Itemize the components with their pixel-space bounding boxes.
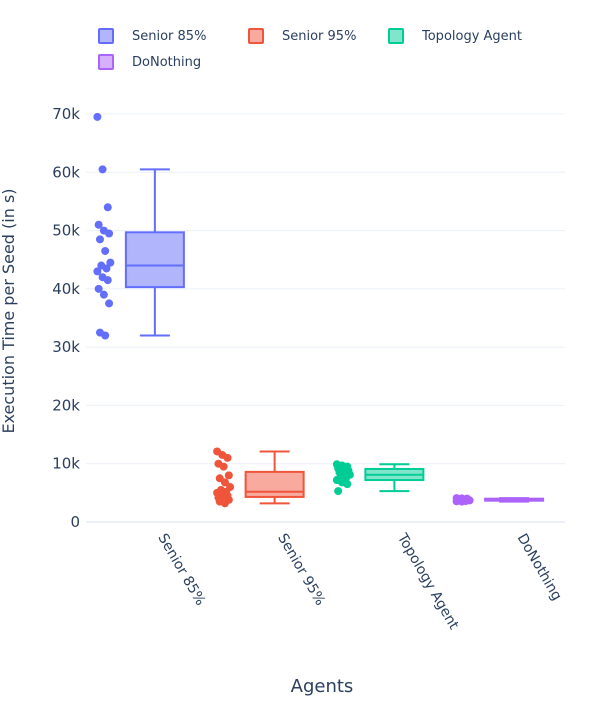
data-point — [224, 471, 233, 480]
data-point — [101, 246, 110, 255]
legend-label: Senior 95% — [282, 28, 357, 44]
data-point — [223, 453, 232, 462]
box-trace — [93, 112, 185, 340]
data-point — [98, 165, 107, 174]
y-tick-label: 30k — [52, 338, 80, 356]
data-point — [102, 264, 111, 273]
data-point — [334, 487, 343, 496]
x-tick-label: Topology Agent — [393, 530, 461, 633]
data-point — [99, 290, 108, 299]
data-point — [101, 331, 110, 340]
box-trace — [213, 447, 305, 508]
legend: Senior 85% Senior 95% Topology Agent DoNoth… — [98, 28, 568, 78]
x-tick-label: Senior 85% — [154, 531, 208, 608]
legend-item[interactable]: DoNothing — [98, 54, 201, 70]
data-point — [93, 112, 102, 121]
x-axis-title: Agents — [291, 676, 354, 697]
data-point — [343, 480, 352, 489]
data-point — [220, 478, 229, 487]
data-point — [457, 497, 466, 506]
data-point — [105, 299, 114, 308]
gridlines — [86, 113, 565, 523]
data-point — [103, 276, 112, 285]
y-axis-ticks: 0 10k 20k 30k 40k 50k 60k 70k — [52, 105, 80, 531]
legend-swatch — [98, 28, 114, 44]
data-point — [106, 258, 115, 267]
legend-label: DoNothing — [132, 54, 202, 70]
y-tick-label: 70k — [52, 105, 80, 123]
legend-label: Topology Agent — [422, 28, 523, 44]
data-point — [105, 229, 114, 238]
plot-traces — [93, 112, 545, 508]
box-iqr — [244, 470, 305, 498]
y-tick-label: 50k — [52, 222, 80, 240]
box-trace — [332, 460, 425, 496]
legend-swatch — [388, 28, 404, 44]
y-tick-label: 20k — [52, 396, 80, 414]
x-axis-ticks: Senior 85% Senior 95% Topology Agent DoNoth… — [154, 530, 564, 633]
x-tick-label: Senior 95% — [274, 531, 328, 608]
legend-item[interactable]: Topology Agent — [388, 28, 522, 44]
data-point — [94, 284, 103, 293]
legend-item[interactable]: Senior 95% — [248, 28, 356, 44]
data-point — [219, 462, 228, 471]
data-point — [94, 220, 103, 229]
y-axis-title: Execution Time per Seed (in s) — [0, 188, 18, 433]
y-tick-label: 40k — [52, 280, 80, 298]
data-point — [220, 499, 229, 508]
data-point — [93, 267, 102, 276]
box-iqr — [124, 231, 185, 289]
box-trace — [452, 494, 545, 506]
data-point — [103, 203, 112, 212]
data-point — [95, 235, 104, 244]
y-tick-label: 10k — [52, 455, 80, 473]
x-tick-label: DoNothing — [514, 531, 565, 603]
legend-swatch — [98, 54, 114, 70]
legend-swatch — [248, 28, 264, 44]
y-tick-label: 60k — [52, 163, 80, 181]
legend-item[interactable]: Senior 85% — [98, 28, 206, 44]
legend-label: Senior 85% — [132, 28, 207, 44]
y-tick-label: 0 — [70, 513, 80, 531]
